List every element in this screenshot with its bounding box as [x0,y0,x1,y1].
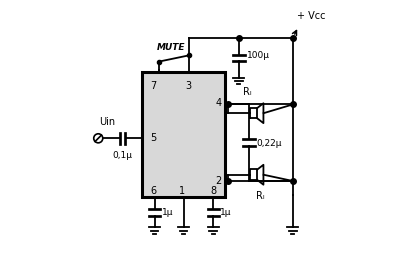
Text: MUTE: MUTE [157,43,186,52]
Text: 100μ: 100μ [246,51,270,60]
Text: 5: 5 [150,133,157,143]
Text: 6: 6 [150,186,156,196]
Text: 0,22μ: 0,22μ [256,139,282,148]
Text: Rₗ: Rₗ [256,191,265,201]
FancyBboxPatch shape [142,72,225,197]
Text: Uin: Uin [100,117,116,127]
Text: 3: 3 [186,81,192,90]
Text: + Vcc: + Vcc [298,11,326,22]
Text: 1μ: 1μ [162,208,173,217]
Text: 4: 4 [216,98,222,108]
Text: 7: 7 [150,81,157,90]
Text: Rₗ: Rₗ [244,87,252,97]
Text: 2: 2 [216,176,222,186]
Text: 1μ: 1μ [220,208,232,217]
Text: 0,1μ: 0,1μ [112,151,132,160]
Text: 1: 1 [179,186,186,196]
Text: 8: 8 [211,186,217,196]
